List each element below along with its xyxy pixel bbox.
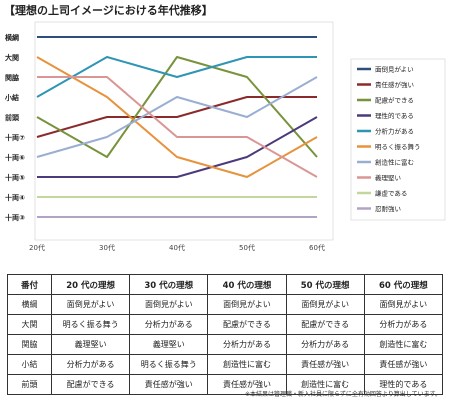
table-cell: 義理堅い [130, 335, 208, 355]
header-cell: 30 代の理想 [130, 275, 208, 295]
legend-label: 忍耐強い [375, 205, 401, 213]
series-line [37, 97, 317, 137]
table-cell: 分析力がある [364, 315, 442, 335]
table-cell: 明るく振る舞う [52, 315, 130, 335]
table-cell: 関脇 [8, 335, 52, 355]
table-cell: 分析力がある [52, 355, 130, 375]
legend-label: 明るく振る舞う [375, 142, 421, 151]
rank-table: 番付 20 代の理想 30 代の理想 40 代の理想 50 代の理想 60 代の… [7, 274, 443, 395]
legend-label: 分析力がある [375, 127, 414, 136]
table-cell: 創造性に富む [364, 335, 442, 355]
table-row: 大関 明るく振る舞う 分析力がある 配慮ができる 配慮ができる 分析力がある [8, 315, 443, 335]
table-cell: 配慮ができる [52, 375, 130, 395]
y-tick-label: 十両④ [5, 193, 25, 202]
table-cell: 横綱 [8, 295, 52, 315]
table-cell: 小結 [8, 355, 52, 375]
table-cell: 大関 [8, 315, 52, 335]
header-cell: 50 代の理想 [286, 275, 364, 295]
y-tick-label: 十両③ [5, 213, 25, 222]
x-tick-label: 60代 [309, 243, 325, 252]
table-cell: 明るく振る舞う [130, 355, 208, 375]
table-cell: 責任感が強い [364, 355, 442, 375]
y-tick-label: 横綱 [5, 33, 19, 42]
table-cell: 前頭 [8, 375, 52, 395]
header-cell: 20 代の理想 [52, 275, 130, 295]
table-cell: 分析力がある [208, 335, 286, 355]
x-tick-label: 20代 [29, 243, 45, 252]
header-cell: 40 代の理想 [208, 275, 286, 295]
header-cell: 番付 [8, 275, 52, 295]
table-cell: 面倒見がよい [364, 295, 442, 315]
table-cell: 分析力がある [286, 335, 364, 355]
footnote: ※本結果は管理職・新入社員に限らずに全有効回答より算出しています。 [245, 389, 441, 398]
legend-label: 理性的である [375, 111, 414, 120]
legend-label: 謙虚である [375, 189, 407, 198]
y-tick-label: 前頭 [5, 113, 20, 122]
header-cell: 60 代の理想 [364, 275, 442, 295]
table-row: 小結 分析力がある 明るく振る舞う 創造性に富む 責任感が強い 責任感が強い [8, 355, 443, 375]
y-tick-label: 関脇 [5, 73, 19, 82]
table-cell: 責任感が強い [286, 355, 364, 375]
table-row: 横綱 面倒見がよい 面倒見がよい 面倒見がよい 面倒見がよい 面倒見がよい [8, 295, 443, 315]
table-cell: 面倒見がよい [208, 295, 286, 315]
table-cell: 分析力がある [130, 315, 208, 335]
table-cell: 責任感が強い [130, 375, 208, 395]
table-cell: 面倒見がよい [130, 295, 208, 315]
table-cell: 創造性に富む [208, 355, 286, 375]
legend-label: 面倒見がよい [375, 65, 414, 74]
table-cell: 面倒見がよい [52, 295, 130, 315]
legend-label: 責任感が強い [375, 80, 414, 89]
legend-label: 創造性に富む [375, 158, 414, 167]
plot-frame [35, 22, 333, 240]
legend-label: 配慮ができる [375, 96, 414, 105]
table-cell: 義理堅い [52, 335, 130, 355]
y-tick-label: 十両⑤ [5, 173, 25, 182]
legend-label: 義理堅い [375, 173, 401, 182]
table-cell: 配慮ができる [208, 315, 286, 335]
y-tick-label: 大関 [5, 53, 19, 62]
y-tick-label: 小結 [4, 93, 19, 102]
y-tick-label: 十両⑦ [5, 133, 25, 142]
table-cell: 配慮ができる [286, 315, 364, 335]
table-row: 関脇 義理堅い 義理堅い 分析力がある 分析力がある 創造性に富む [8, 335, 443, 355]
x-tick-label: 30代 [99, 243, 115, 252]
table-cell: 面倒見がよい [286, 295, 364, 315]
table-header-row: 番付 20 代の理想 30 代の理想 40 代の理想 50 代の理想 60 代の… [8, 275, 443, 295]
x-tick-label: 50代 [239, 243, 255, 252]
x-tick-label: 40代 [169, 243, 185, 252]
y-tick-label: 十両⑥ [5, 153, 25, 162]
